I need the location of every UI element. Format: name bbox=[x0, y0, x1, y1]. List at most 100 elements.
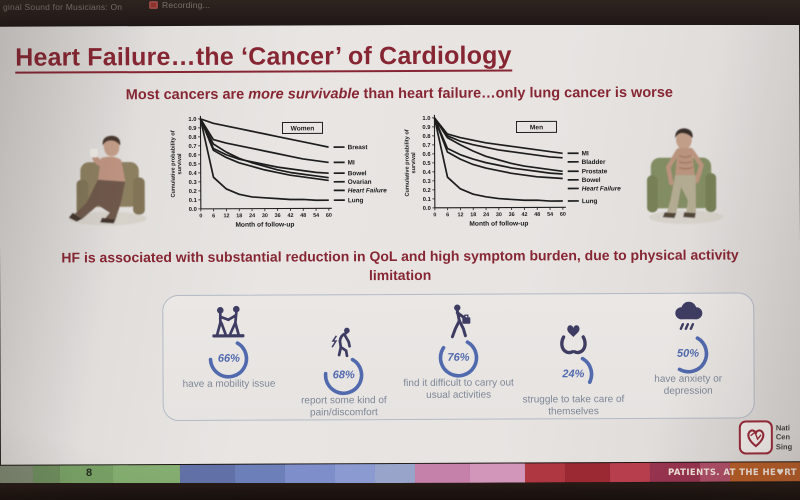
strip-segment bbox=[609, 462, 651, 483]
progress-ring: 68% bbox=[322, 353, 366, 397]
svg-text:MI: MI bbox=[348, 160, 355, 167]
slide-subtitle: Most cancers are more survivable than he… bbox=[125, 85, 673, 104]
svg-text:12: 12 bbox=[457, 213, 463, 219]
recording-label: Recording... bbox=[162, 0, 211, 10]
svg-text:0.3: 0.3 bbox=[423, 179, 432, 185]
svg-text:42: 42 bbox=[287, 213, 293, 219]
svg-text:0.2: 0.2 bbox=[423, 188, 431, 194]
stat-label: have anxiety or depression bbox=[654, 373, 723, 397]
progress-ring: 66% bbox=[207, 336, 251, 380]
svg-text:30: 30 bbox=[262, 213, 268, 219]
recording-indicator[interactable]: Recording... bbox=[149, 0, 210, 10]
strip-segment bbox=[374, 463, 416, 484]
svg-text:Month of follow-up: Month of follow-up bbox=[469, 221, 528, 228]
strip-segment bbox=[414, 463, 471, 483]
svg-text:6: 6 bbox=[212, 214, 215, 220]
svg-text:54: 54 bbox=[547, 212, 553, 218]
svg-text:60: 60 bbox=[326, 213, 332, 219]
mobility-icon bbox=[212, 305, 245, 338]
svg-text:0.9: 0.9 bbox=[188, 126, 197, 132]
svg-text:Heart Failure: Heart Failure bbox=[582, 186, 622, 193]
strip-segment bbox=[334, 464, 376, 484]
svg-text:Bowel: Bowel bbox=[582, 177, 601, 184]
stat-percent: 68% bbox=[332, 369, 355, 382]
svg-text:Men: Men bbox=[530, 125, 543, 132]
patient-illustration-right bbox=[646, 128, 724, 225]
strip-segment bbox=[32, 465, 61, 485]
svg-text:0.1: 0.1 bbox=[423, 197, 432, 203]
svg-text:0.7: 0.7 bbox=[189, 144, 197, 150]
svg-text:0.6: 0.6 bbox=[423, 152, 432, 158]
recording-icon bbox=[149, 1, 158, 9]
svg-text:0.5: 0.5 bbox=[423, 161, 432, 167]
pain-icon bbox=[331, 327, 352, 357]
svg-text:54: 54 bbox=[313, 213, 319, 219]
stat-label: find it difficult to carry out usual act… bbox=[403, 377, 514, 401]
presentation-slide: Heart Failure…the ‘Cancer’ of Cardiology… bbox=[0, 23, 800, 465]
svg-text:0.8: 0.8 bbox=[422, 134, 431, 140]
stat-percent: 50% bbox=[677, 347, 700, 360]
stat-percent: 66% bbox=[217, 352, 240, 365]
heart-logo-icon bbox=[738, 420, 773, 455]
svg-text:24: 24 bbox=[249, 214, 255, 220]
svg-text:12: 12 bbox=[223, 214, 229, 220]
stat-percent: 76% bbox=[447, 351, 470, 364]
hf-qol-statement: HF is associated with substantial reduct… bbox=[61, 246, 739, 283]
svg-text:0.5: 0.5 bbox=[189, 162, 198, 168]
svg-text:Cumulative probability ofsurvi: Cumulative probability ofsurvival bbox=[171, 131, 184, 198]
progress-ring: 76% bbox=[436, 335, 480, 379]
strip-segment bbox=[0, 465, 34, 485]
svg-text:48: 48 bbox=[300, 213, 306, 219]
activities-icon bbox=[450, 304, 471, 339]
svg-text:Breast: Breast bbox=[348, 145, 369, 152]
survival-chart-men: 0.0 0.1 0.2 0.3 0.4 0.5 0.6 0.7 0.8 0.9 1.0 0 6 12 18 2… bbox=[400, 107, 633, 243]
screen-bezel bbox=[0, 483, 800, 500]
svg-text:0.1: 0.1 bbox=[189, 198, 198, 204]
svg-text:Bowel: Bowel bbox=[348, 171, 367, 178]
strip-segment bbox=[112, 464, 181, 485]
progress-ring: 50% bbox=[666, 331, 710, 375]
logo-text: Nati Cen Sing bbox=[775, 423, 793, 452]
slide-title: Heart Failure…the ‘Cancer’ of Cardiology bbox=[15, 42, 512, 74]
svg-text:1.0: 1.0 bbox=[188, 117, 196, 123]
stat-label: report some kind of pain/discomfort bbox=[301, 395, 387, 419]
nhcs-logo: Nati Cen Sing bbox=[738, 415, 800, 459]
strip-segment bbox=[564, 463, 611, 483]
svg-text:Heart Failure: Heart Failure bbox=[348, 188, 388, 195]
strip-segment bbox=[234, 464, 286, 484]
footer-tagline: PATIENTS. AT THE HE♥RT bbox=[667, 468, 797, 478]
svg-text:60: 60 bbox=[560, 212, 566, 218]
slide-page-number: 8 bbox=[86, 467, 93, 479]
stat-percent: 24% bbox=[562, 368, 585, 381]
svg-text:18: 18 bbox=[236, 214, 242, 220]
strip-segment bbox=[469, 463, 526, 483]
svg-text:Bladder: Bladder bbox=[582, 159, 606, 166]
svg-text:Ovarian: Ovarian bbox=[348, 179, 372, 186]
svg-text:Lung: Lung bbox=[348, 198, 364, 205]
svg-text:0.4: 0.4 bbox=[189, 171, 198, 177]
original-sound-status[interactable]: ginal Sound for Musicians: On bbox=[3, 2, 123, 12]
selfcare-icon bbox=[559, 324, 587, 354]
svg-text:Prostate: Prostate bbox=[582, 169, 608, 176]
svg-text:0: 0 bbox=[199, 214, 202, 220]
survival-chart-women: 0.0 0.1 0.2 0.3 0.4 0.5 0.6 0.7 0.8 0.9 1.0 0 6 12 18 2… bbox=[166, 108, 399, 244]
stat-item: 66% have a mobility issue bbox=[171, 303, 286, 419]
survival-charts-row: 0.0 0.1 0.2 0.3 0.4 0.5 0.6 0.7 0.8 0.9 1.0 0 6 12 18 2… bbox=[11, 107, 788, 245]
stat-item: 76% find it difficult to carry out usual … bbox=[401, 302, 516, 418]
svg-text:Lung: Lung bbox=[582, 198, 598, 205]
svg-text:0.7: 0.7 bbox=[422, 143, 430, 149]
svg-text:0.0: 0.0 bbox=[423, 206, 431, 212]
svg-text:0.8: 0.8 bbox=[188, 135, 197, 141]
svg-text:1.0: 1.0 bbox=[422, 116, 430, 122]
svg-text:42: 42 bbox=[521, 212, 527, 218]
svg-text:0.4: 0.4 bbox=[423, 170, 432, 176]
svg-text:0.6: 0.6 bbox=[189, 153, 198, 159]
svg-text:48: 48 bbox=[534, 212, 540, 218]
svg-text:0.9: 0.9 bbox=[422, 125, 431, 131]
svg-text:Month of follow-up: Month of follow-up bbox=[235, 222, 294, 229]
svg-text:18: 18 bbox=[470, 213, 476, 219]
strip-segment bbox=[524, 463, 566, 483]
svg-text:36: 36 bbox=[509, 212, 515, 218]
stat-item: 50% have anxiety or depression bbox=[630, 298, 745, 417]
